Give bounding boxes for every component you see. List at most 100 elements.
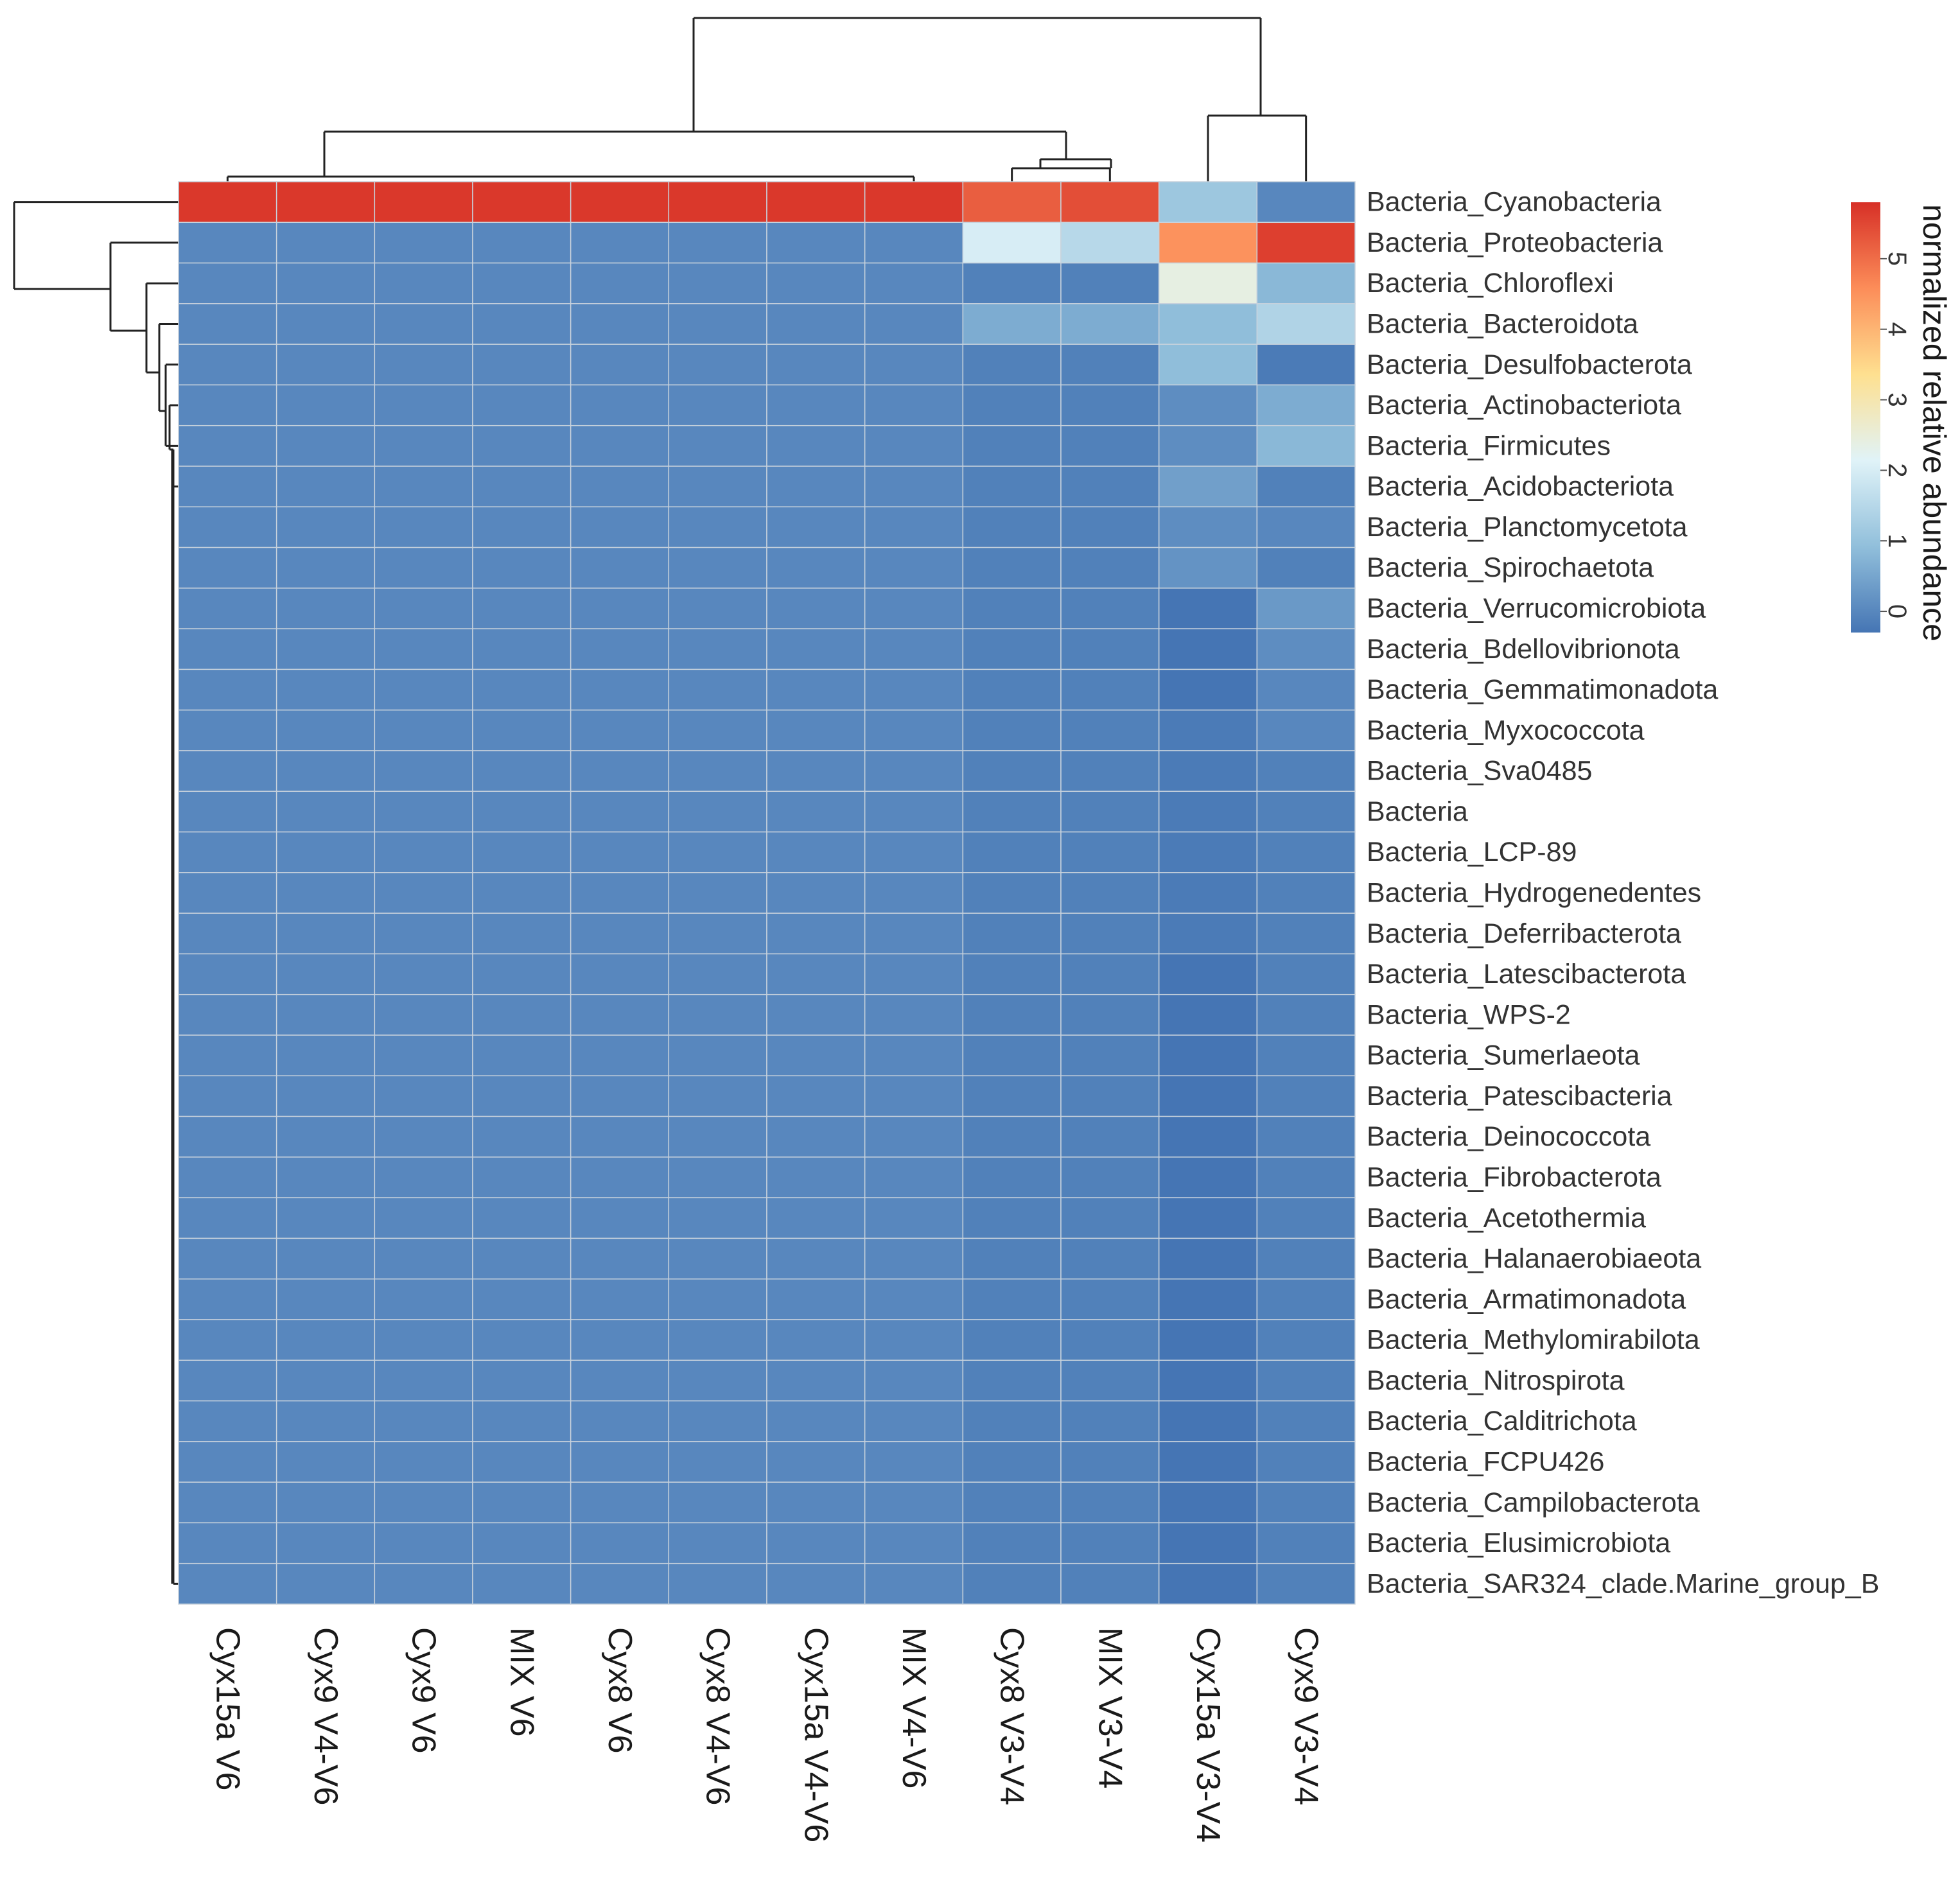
heatmap-cell	[864, 668, 964, 711]
heatmap-cell	[1060, 588, 1160, 629]
heatmap-cell	[1060, 668, 1160, 711]
heatmap-cell	[276, 1400, 376, 1442]
row-label: Bacteria_Calditrichota	[1367, 1406, 1637, 1437]
heatmap-cell	[1256, 668, 1356, 711]
heatmap-cell	[374, 181, 473, 223]
heatmap-cell	[472, 1481, 572, 1524]
heatmap-cell	[1256, 1035, 1356, 1077]
heatmap-cell	[472, 913, 572, 955]
heatmap-cell	[276, 384, 376, 426]
row-label: Bacteria_Acidobacteriota	[1367, 471, 1674, 502]
heatmap-cell	[864, 1157, 964, 1198]
heatmap-cell	[1060, 750, 1160, 792]
heatmap-cell	[864, 709, 964, 751]
heatmap-cell	[766, 1157, 866, 1198]
heatmap-cell	[766, 628, 866, 670]
heatmap-cell	[668, 628, 767, 670]
heatmap-cell	[472, 424, 572, 467]
color-legend: 0 1 2 3 4 5 normalized relative abundance	[1851, 202, 1952, 642]
heatmap-cell	[668, 709, 767, 751]
heatmap-cell	[1256, 181, 1356, 223]
heatmap-cell	[178, 993, 277, 1036]
heatmap-cell	[668, 668, 767, 711]
heatmap-cell	[178, 628, 277, 670]
heatmap-cell	[472, 1278, 572, 1320]
heatmap-cell	[570, 506, 670, 548]
heatmap-cell	[962, 1562, 1062, 1605]
heatmap-cell	[276, 1115, 376, 1158]
heatmap-cell	[766, 222, 866, 264]
heatmap-cell	[276, 668, 376, 711]
heatmap-cell	[1256, 303, 1356, 345]
heatmap-cell	[472, 588, 572, 629]
heatmap-cell	[276, 1562, 376, 1605]
row-label: Bacteria_Cyanobacteria	[1367, 187, 1661, 218]
row-label: Bacteria_WPS-2	[1367, 999, 1571, 1030]
heatmap-cell	[570, 1400, 670, 1442]
heatmap-cell	[766, 668, 866, 711]
heatmap-cell	[276, 790, 376, 833]
heatmap-cell	[1158, 668, 1258, 711]
heatmap-cell	[374, 628, 473, 670]
heatmap-cell	[1158, 1197, 1258, 1239]
row-label: Bacteria_Desulfobacterota	[1367, 349, 1692, 380]
heatmap-cell	[472, 303, 572, 345]
heatmap-cell	[962, 790, 1062, 833]
heatmap-cell	[472, 384, 572, 426]
heatmap-cell	[962, 1075, 1062, 1117]
heatmap-cell	[668, 790, 767, 833]
heatmap-cell	[766, 1562, 866, 1605]
heatmap-cell	[766, 588, 866, 629]
heatmap-cell	[1060, 1522, 1160, 1564]
legend-tick-label: 1	[1883, 534, 1911, 548]
column-label: Cyx9 V3-V4	[1288, 1627, 1325, 1805]
row-label: Bacteria_Armatimonadota	[1367, 1284, 1686, 1314]
row-label: Bacteria_Fibrobacterota	[1367, 1162, 1661, 1193]
row-label: Bacteria_Latescibacterota	[1367, 959, 1686, 990]
heatmap-cell	[570, 1359, 670, 1402]
heatmap-cell	[276, 953, 376, 995]
heatmap-cell	[276, 750, 376, 792]
heatmap-cell	[1060, 953, 1160, 995]
heatmap-cell	[1256, 506, 1356, 548]
heatmap-cell	[178, 1075, 277, 1117]
heatmap-cell	[178, 953, 277, 995]
heatmap-cell	[178, 384, 277, 426]
heatmap-cell	[864, 1319, 964, 1361]
heatmap-cell	[962, 1035, 1062, 1077]
heatmap-cell	[374, 1075, 473, 1117]
heatmap-cell	[178, 506, 277, 548]
heatmap-cell	[178, 546, 277, 589]
heatmap-cell	[668, 546, 767, 589]
heatmap-cell	[1060, 831, 1160, 873]
heatmap-cell	[276, 546, 376, 589]
heatmap-cell	[570, 1562, 670, 1605]
heatmap-cell	[1158, 750, 1258, 792]
heatmap-cell	[570, 588, 670, 629]
heatmap-cell	[570, 1237, 670, 1280]
heatmap-cell	[570, 384, 670, 426]
heatmap-cell	[766, 1481, 866, 1524]
heatmap-cell	[374, 913, 473, 955]
column-label: Cyx15a V4-V6	[797, 1627, 834, 1842]
row-label: Bacteria_SAR324_clade.Marine_group_B	[1367, 1568, 1879, 1599]
heatmap-cell	[1256, 913, 1356, 955]
column-labels: Cyx15a V6 Cyx9 V4-V6 Cyx9 V6 MIX V6 Cyx8 V6 C…	[209, 1627, 1324, 1842]
heatmap-cell	[472, 181, 572, 223]
heatmap-cell	[766, 1359, 866, 1402]
heatmap-cell	[1256, 588, 1356, 629]
heatmap-cell	[668, 913, 767, 955]
heatmap-cell	[766, 790, 866, 833]
heatmap-cell	[1158, 424, 1258, 467]
heatmap-cell	[668, 424, 767, 467]
heatmap-cell	[374, 1197, 473, 1239]
heatmap-cell	[570, 1035, 670, 1077]
row-label: Bacteria_LCP-89	[1367, 837, 1577, 868]
heatmap-cell	[864, 1400, 964, 1442]
heatmap-cell	[1158, 181, 1258, 223]
row-label: Bacteria_Actinobacteriota	[1367, 390, 1681, 421]
heatmap-cell	[864, 466, 964, 508]
heatmap-cell	[374, 709, 473, 751]
row-dendrogram	[13, 201, 179, 1585]
heatmap-cell	[570, 831, 670, 873]
